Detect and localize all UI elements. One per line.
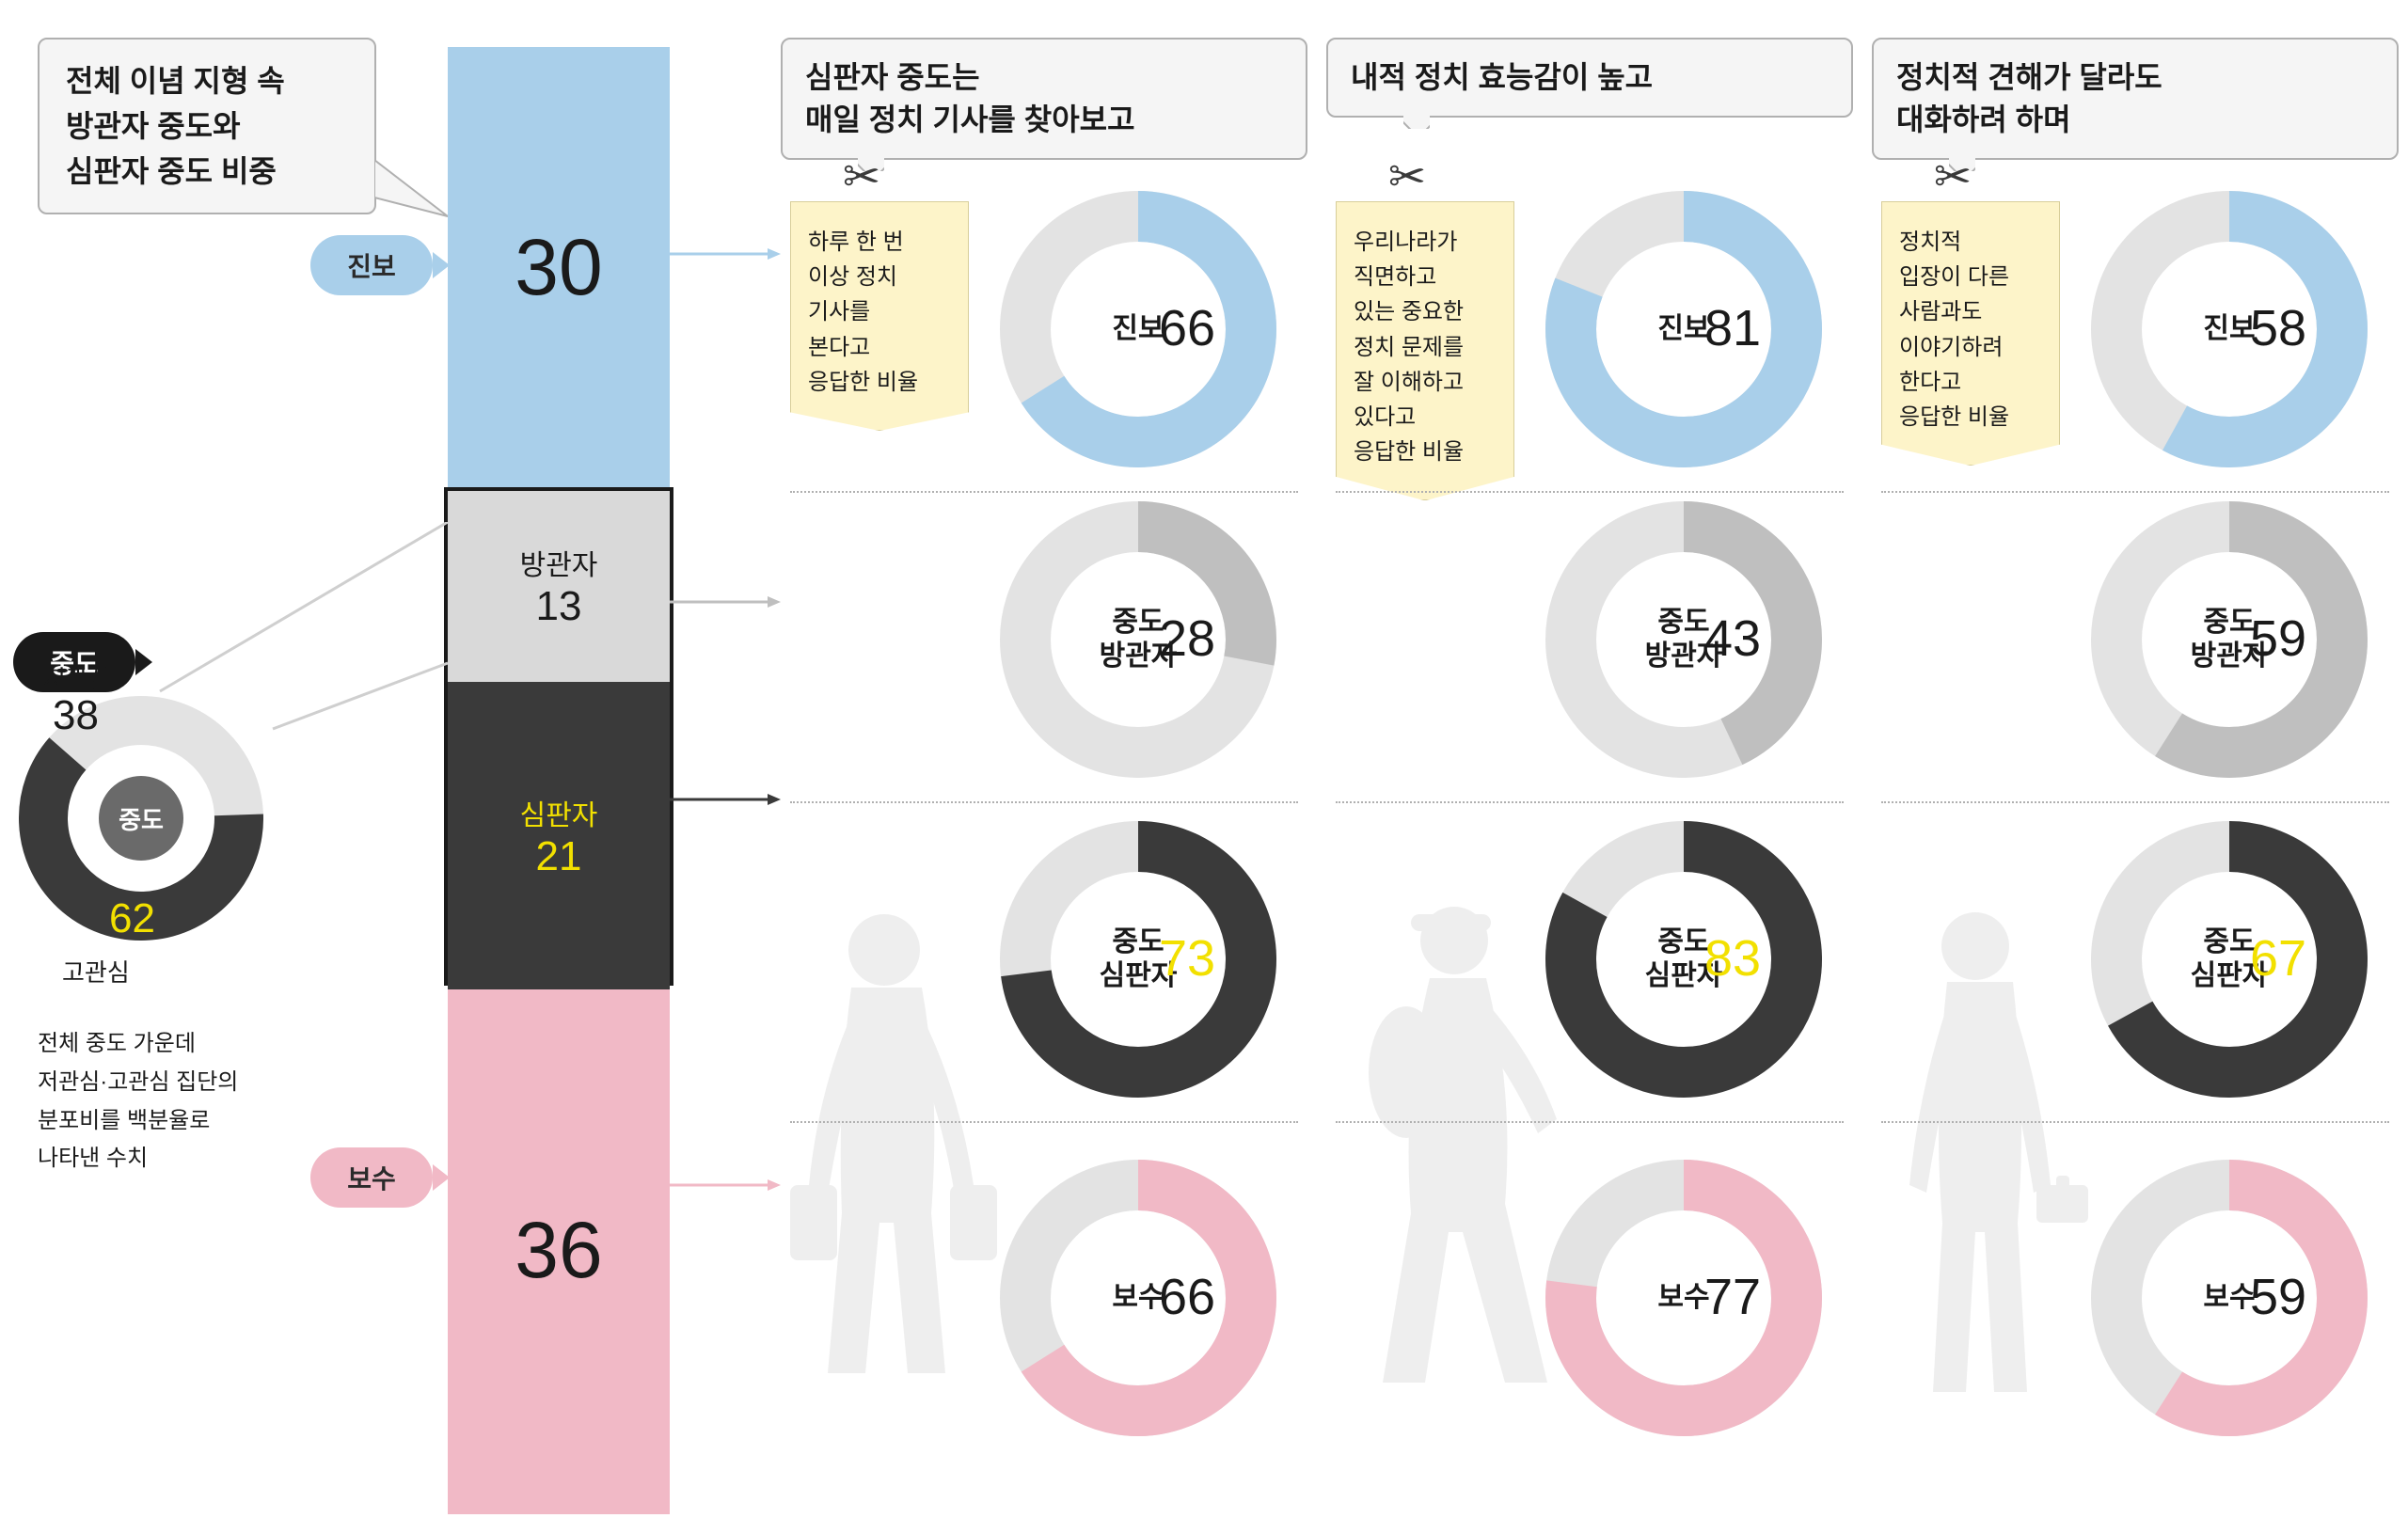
divider-0-1: [790, 801, 1298, 803]
divider-1-2: [1336, 1121, 1844, 1123]
divider-2-2: [1881, 1121, 2389, 1123]
high-interest-label: 고관심: [62, 954, 130, 988]
donut-label-2-progressive: 진보: [2203, 312, 2255, 346]
divider-2-0: [1881, 491, 2389, 493]
stacked-bystander-val: 13: [536, 583, 582, 630]
donut-val-1-judge: 83: [1704, 929, 1761, 988]
divider-1-0: [1336, 491, 1844, 493]
main-title-box: 전체 이념 지형 속 방관자 중도와 심판자 중도 비중: [38, 38, 376, 214]
donut-val-2-bystander: 59: [2250, 609, 2306, 668]
col-header-0: 심판자 중도는매일 정치 기사를 찾아보고: [781, 38, 1307, 160]
pill-progressive-label: 진보: [347, 246, 396, 284]
main-title-l3: 심판자 중도 비중: [66, 149, 348, 194]
donut-val-0-bystander: 28: [1159, 609, 1215, 668]
tag-1: 우리나라가직면하고있는 중요한정치 문제를잘 이해하고있다고응답한 비율: [1336, 201, 1514, 500]
caption-l4: 나타낸 수치: [38, 1140, 238, 1178]
tag-pin-1: ✂: [1388, 150, 1426, 203]
low-interest-val: 38: [53, 692, 99, 739]
donut-val-0-progressive: 66: [1159, 299, 1215, 357]
donut-0-progressive: 진보 66: [997, 188, 1279, 470]
donut-label-2-conservative: 보수: [2203, 1281, 2255, 1315]
pill-conservative-label: 보수: [347, 1159, 396, 1196]
caption-l1: 전체 중도 가운데: [38, 1025, 238, 1064]
speech-tail-main: [374, 160, 450, 226]
stacked-judge-val: 21: [536, 833, 582, 880]
high-interest-val: 62: [109, 895, 155, 942]
silhouette-0: [762, 903, 1025, 1397]
donut-2-progressive: 진보 58: [2088, 188, 2370, 470]
donut-val-2-conservative: 59: [2250, 1268, 2306, 1326]
pill-conservative: 보수: [310, 1147, 433, 1208]
donut-val-2-progressive: 58: [2250, 299, 2306, 357]
donut-val-1-conservative: 77: [1704, 1268, 1761, 1326]
caption-l3: 분포비를 백분율로: [38, 1102, 238, 1141]
donut-2-bystander: 중도방관자 59: [2088, 498, 2370, 781]
donut-val-1-progressive: 81: [1704, 299, 1761, 357]
col-header-2: 정치적 견해가 달라도대화하려 하며: [1872, 38, 2399, 160]
donut-val-0-judge: 73: [1159, 929, 1215, 988]
donut-2-conservative: 보수 59: [2088, 1157, 2370, 1439]
stacked-bar: 30 방관자 13 심판자 21 36: [448, 47, 670, 1514]
interest-donut-center: 중도: [99, 776, 183, 861]
stacked-judge-label: 심판자: [520, 792, 598, 833]
main-title-l2: 방관자 중도와: [66, 103, 348, 149]
tag-pin-0: ✂: [843, 150, 880, 203]
arrow-prog: [670, 245, 783, 263]
caption-l2: 저관심·고관심 집단의: [38, 1064, 238, 1102]
donut-1-conservative: 보수 77: [1543, 1157, 1825, 1439]
divider-0-0: [790, 491, 1298, 493]
stacked-conservative-val: 36: [515, 1205, 602, 1296]
main-title-l1: 전체 이념 지형 속: [66, 58, 348, 103]
donut-val-1-bystander: 43: [1704, 609, 1761, 668]
donut-label-1-progressive: 진보: [1657, 312, 1709, 346]
divider-1-1: [1336, 801, 1844, 803]
arrow-by: [670, 593, 783, 611]
divider-2-1: [1881, 801, 2389, 803]
donut-label-1-conservative: 보수: [1657, 1281, 1709, 1315]
tag-2: 정치적입장이 다른사람과도이야기하려한다고응답한 비율: [1881, 201, 2060, 466]
donut-0-conservative: 보수 66: [997, 1157, 1279, 1439]
stacked-progressive-val: 30: [515, 222, 602, 313]
low-interest-label: 저관심: [43, 660, 111, 695]
donut-0-bystander: 중도방관자 28: [997, 498, 1279, 781]
tag-0: 하루 한 번이상 정치기사를본다고응답한 비율: [790, 201, 969, 431]
silhouette-2: [1853, 903, 2098, 1415]
donut-2-judge: 중도심판자 67: [2088, 818, 2370, 1100]
arrow-jg: [670, 790, 783, 809]
pill-progressive: 진보: [310, 235, 433, 295]
donut-val-0-conservative: 66: [1159, 1268, 1215, 1326]
interest-caption: 전체 중도 가운데 저관심·고관심 집단의 분포비를 백분율로 나타낸 수치: [38, 1025, 238, 1178]
divider-0-2: [790, 1121, 1298, 1123]
donut-1-bystander: 중도방관자 43: [1543, 498, 1825, 781]
donut-0-judge: 중도심판자 73: [997, 818, 1279, 1100]
col-header-1: 내적 정치 효능감이 높고: [1326, 38, 1853, 118]
stacked-bystander-label: 방관자: [520, 542, 598, 583]
donut-val-2-judge: 67: [2250, 929, 2306, 988]
donut-1-progressive: 진보 81: [1543, 188, 1825, 470]
tag-pin-2: ✂: [1934, 150, 1972, 203]
donut-1-judge: 중도심판자 83: [1543, 818, 1825, 1100]
donut-label-0-conservative: 보수: [1112, 1281, 1164, 1315]
donut-label-0-progressive: 진보: [1112, 312, 1164, 346]
